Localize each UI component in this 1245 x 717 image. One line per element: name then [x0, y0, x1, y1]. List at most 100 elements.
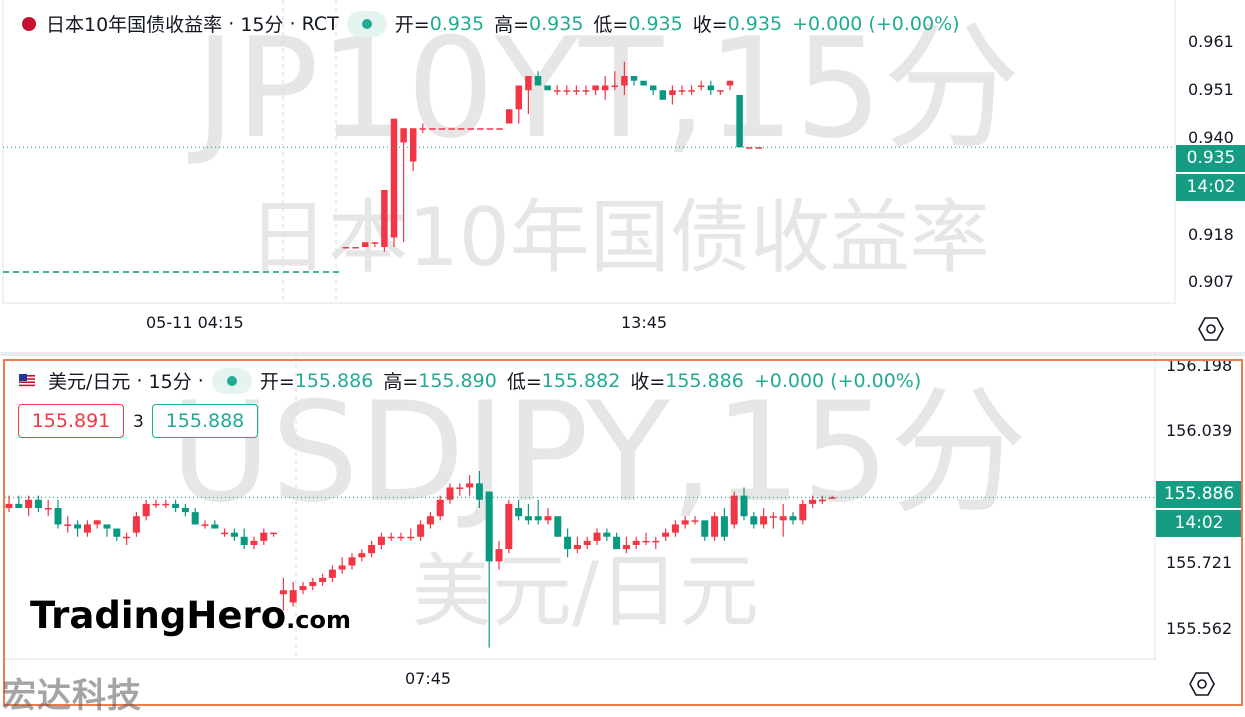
usdjpy-candle[interactable] — [309, 581, 317, 587]
usdjpy-candle[interactable] — [603, 532, 611, 537]
usdjpy-candle[interactable] — [691, 520, 699, 522]
jp10y-candle[interactable] — [717, 90, 724, 92]
usdjpy-candle[interactable] — [485, 491, 493, 562]
jp10y-candle[interactable] — [352, 247, 359, 249]
jp10y-candle[interactable] — [361, 242, 369, 247]
usdjpy-candle[interactable] — [191, 512, 199, 525]
usdjpy-candle[interactable] — [505, 503, 513, 550]
jp10y-candle[interactable] — [390, 118, 398, 238]
jp10y-candle[interactable] — [525, 76, 532, 91]
usdjpy-candle[interactable] — [103, 524, 111, 529]
usdjpy-panel[interactable]: USDJPY,15分 美元/日元 美元/日元 · 15分 · 开= 155.886… — [0, 356, 1245, 708]
usdjpy-candle[interactable] — [319, 577, 327, 582]
usdjpy-candle[interactable] — [377, 536, 385, 545]
usdjpy-candle[interactable] — [524, 516, 532, 521]
usdjpy-candle[interactable] — [240, 536, 248, 545]
jp10y-candle[interactable] — [419, 128, 427, 130]
usdjpy-candle[interactable] — [172, 503, 180, 508]
jp10y-candle[interactable] — [669, 90, 676, 95]
jp10y-candle[interactable] — [505, 109, 513, 124]
jp10y-candle[interactable] — [563, 90, 571, 92]
usdjpy-candle[interactable] — [583, 540, 591, 545]
usdjpy-candle[interactable] — [632, 540, 640, 545]
jp10y-candle[interactable] — [707, 85, 715, 91]
usdjpy-candle[interactable] — [250, 540, 258, 545]
usdjpy-candle[interactable] — [681, 520, 689, 525]
usdjpy-candle[interactable] — [113, 528, 121, 537]
jp10y-candle[interactable] — [640, 80, 647, 86]
usdjpy-candle[interactable] — [809, 499, 817, 504]
usdjpy-candle[interactable] — [211, 524, 219, 529]
jp10y-candle[interactable] — [409, 128, 417, 162]
usdjpy-candle[interactable] — [123, 536, 131, 539]
usdjpy-candle[interactable] — [152, 503, 160, 506]
sell-price-button[interactable]: 155.891 — [18, 404, 124, 438]
usdjpy-candle[interactable] — [15, 503, 23, 508]
jp10y-candle[interactable] — [400, 128, 407, 143]
usdjpy-candle[interactable] — [495, 549, 503, 562]
jp10y-candle[interactable] — [582, 90, 590, 92]
usdjpy-candle[interactable] — [818, 499, 826, 502]
usdjpy-candle[interactable] — [142, 503, 150, 517]
jp10y-candle[interactable] — [649, 85, 657, 91]
usdjpy-candle[interactable] — [515, 508, 523, 517]
jp10y-candle[interactable] — [438, 128, 446, 130]
usdjpy-candle[interactable] — [799, 503, 807, 521]
usdjpy-candle[interactable] — [779, 516, 787, 521]
usdjpy-candle[interactable] — [270, 532, 278, 535]
jp10y-candle[interactable] — [659, 90, 667, 100]
usdjpy-candle[interactable] — [260, 532, 268, 541]
usdjpy-candle[interactable] — [593, 532, 601, 541]
usdjpy-candle[interactable] — [436, 499, 444, 517]
usdjpy-candle[interactable] — [446, 487, 454, 500]
usdjpy-candle[interactable] — [760, 516, 768, 525]
jp10y-candle[interactable] — [457, 128, 465, 130]
jp10y-candle[interactable] — [592, 85, 599, 91]
usdjpy-candle[interactable] — [720, 516, 728, 537]
usdjpy-candlestick-chart[interactable] — [0, 356, 1245, 708]
usdjpy-candle[interactable] — [711, 516, 719, 537]
jp10y-candle[interactable] — [697, 85, 705, 88]
usdjpy-candle[interactable] — [279, 590, 287, 595]
usdjpy-candle[interactable] — [730, 495, 738, 525]
usdjpy-candle[interactable] — [230, 532, 238, 537]
usdjpy-candle[interactable] — [368, 544, 376, 554]
usdjpy-candle[interactable] — [44, 508, 52, 510]
usdjpy-interval[interactable]: 15分 — [148, 371, 192, 393]
usdjpy-candle[interactable] — [289, 590, 297, 603]
jp10y-candle[interactable] — [726, 80, 734, 86]
usdjpy-candle[interactable] — [828, 497, 836, 499]
jp10y-candle[interactable] — [630, 76, 638, 81]
usdjpy-candle[interactable] — [769, 516, 777, 518]
usdjpy-candle[interactable] — [740, 495, 748, 517]
usdjpy-candle[interactable] — [162, 503, 170, 506]
usdjpy-candle[interactable] — [387, 536, 395, 539]
jp10y-candle[interactable] — [621, 76, 628, 86]
usdjpy-candle[interactable] — [426, 516, 434, 525]
jp10y-candle[interactable] — [573, 90, 580, 92]
jp10y-candle[interactable] — [371, 242, 379, 244]
usdjpy-candle[interactable] — [475, 483, 483, 500]
jp10y-candle[interactable] — [342, 247, 350, 249]
jp10y-symbol-name[interactable]: 日本10年国债收益率 — [46, 14, 223, 36]
usdjpy-candle[interactable] — [417, 524, 425, 537]
jp10y-candle[interactable] — [688, 90, 695, 92]
usdjpy-candle[interactable] — [750, 516, 758, 525]
usdjpy-candle[interactable] — [534, 516, 542, 521]
jp10y-candle[interactable] — [486, 128, 494, 130]
usdjpy-candle[interactable] — [348, 557, 356, 566]
jp10y-candle[interactable] — [736, 95, 743, 148]
usdjpy-candle[interactable] — [328, 569, 336, 578]
usdjpy-candle[interactable] — [74, 524, 82, 529]
jp10y-candle[interactable] — [611, 85, 619, 88]
usdjpy-candle[interactable] — [299, 586, 307, 591]
usdjpy-candle[interactable] — [554, 516, 562, 537]
usdjpy-candle[interactable] — [613, 536, 621, 550]
usdjpy-settings-icon[interactable] — [1188, 670, 1216, 698]
buy-price-button[interactable]: 155.888 — [152, 404, 258, 438]
usdjpy-candle[interactable] — [201, 524, 209, 526]
usdjpy-candle[interactable] — [642, 540, 650, 543]
usdjpy-candle[interactable] — [5, 503, 13, 508]
jp10y-panel[interactable]: JP10YT,15分 日本10年国债收益率 日本10年国债收益率 · 15分 ·… — [0, 0, 1245, 352]
market-status-pill[interactable] — [211, 367, 252, 394]
